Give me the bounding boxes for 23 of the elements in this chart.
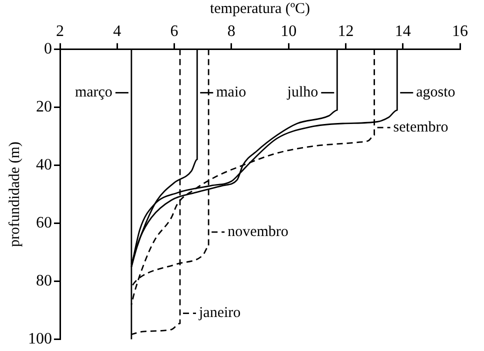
y-axis-title: profundidade (m) <box>6 142 23 247</box>
x-tick-label: 6 <box>170 22 178 40</box>
legend-label: setembro <box>393 119 448 136</box>
y-tick-label: 40 <box>36 156 52 174</box>
legend-label: janeiro <box>198 305 241 322</box>
legend-label: maio <box>216 84 246 101</box>
y-tick-label: 20 <box>36 98 52 116</box>
x-tick-label: 12 <box>338 22 354 40</box>
x-tick-label: 10 <box>280 22 297 40</box>
y-tick-label: 0 <box>44 40 52 58</box>
x-axis-title: temperatura (ºC) <box>210 0 310 17</box>
series-label: março <box>74 84 112 101</box>
x-tick-label: 4 <box>113 22 122 40</box>
legend-label: novembro <box>228 224 288 240</box>
y-tick-label: 100 <box>28 330 52 348</box>
x-tick-label: 2 <box>56 22 64 40</box>
x-tick-label: 14 <box>394 22 411 40</box>
y-tick-label: 80 <box>36 272 52 290</box>
y-tick-label: 60 <box>36 214 52 232</box>
x-tick-label: 16 <box>452 22 468 40</box>
legend-label: agosto <box>416 84 456 101</box>
x-tick-label: 8 <box>227 22 236 40</box>
series-label: julho <box>286 84 318 101</box>
